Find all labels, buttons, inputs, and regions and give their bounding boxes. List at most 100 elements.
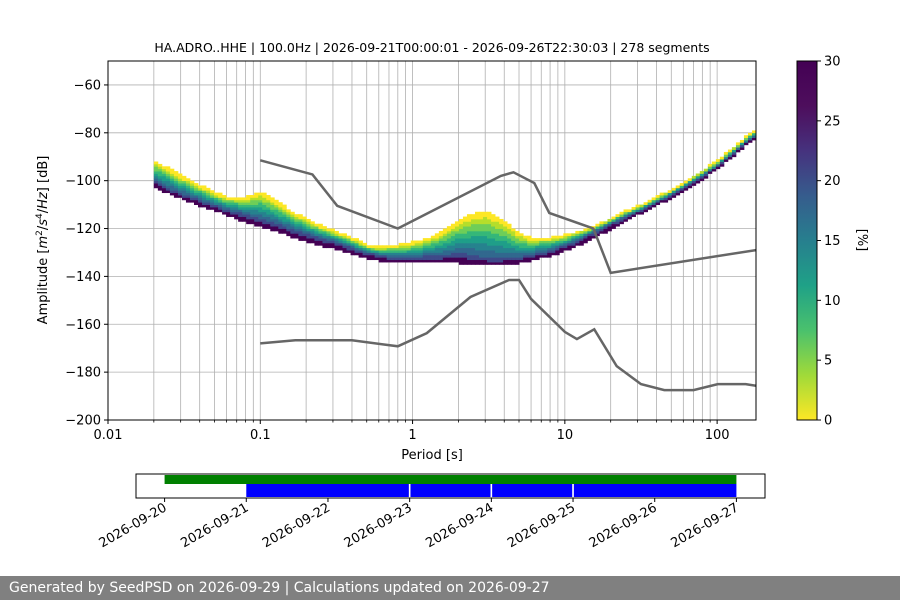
psd-heatmap-cell	[262, 197, 267, 201]
psd-heatmap-cell	[466, 257, 472, 261]
psd-heatmap-cell	[599, 223, 604, 227]
psd-heatmap-cell	[298, 223, 303, 227]
psd-heatmap-cell	[743, 139, 749, 143]
psd-heatmap-cell	[499, 250, 504, 253]
psd-heatmap-cell	[210, 192, 215, 196]
psd-heatmap-cell	[442, 252, 448, 256]
psd-heatmap-cell	[322, 228, 327, 232]
psd-heatmap-cell	[193, 190, 199, 194]
psd-heatmap-cell	[214, 195, 219, 198]
psd-heatmap-cell	[527, 257, 532, 261]
psd-heatmap-cell	[474, 223, 480, 227]
psd-heatmap-cell	[326, 233, 331, 237]
timeline-data-segment	[410, 484, 491, 497]
psd-heatmap-cell	[446, 257, 452, 261]
psd-heatmap-cell	[434, 250, 440, 253]
psd-heatmap-cell	[615, 214, 620, 217]
psd-heatmap-cell	[511, 262, 516, 265]
psd-heatmap-cell	[527, 259, 532, 263]
psd-heatmap-cell	[699, 171, 705, 174]
psd-heatmap-cell	[342, 250, 347, 253]
psd-heatmap-cell	[559, 245, 564, 249]
psd-heatmap-cell	[338, 247, 343, 251]
psd-heatmap-cell	[563, 235, 568, 239]
psd-heatmap-cell	[198, 199, 203, 203]
psd-heatmap-cell	[418, 242, 424, 246]
psd-heatmap-cell	[527, 235, 532, 239]
psd-heatmap-cell	[462, 254, 468, 258]
psd-heatmap-cell	[491, 257, 496, 261]
psd-heatmap-cell	[607, 223, 612, 227]
psd-heatmap-cell	[430, 247, 436, 251]
psd-heatmap-cell	[410, 240, 416, 244]
psd-heatmap-cell	[442, 230, 448, 234]
psd-heatmap-cell	[446, 230, 452, 234]
psd-heatmap-cell	[434, 238, 440, 241]
psd-heatmap-cell	[466, 226, 472, 229]
psd-heatmap-cell	[531, 242, 536, 246]
psd-heatmap-cell	[635, 206, 640, 210]
psd-heatmap-cell	[466, 250, 472, 253]
psd-heatmap-cell	[474, 226, 480, 229]
psd-heatmap-cell	[266, 195, 271, 198]
psd-heatmap-cell	[290, 221, 295, 225]
psd-heatmap-cell	[567, 235, 572, 239]
psd-heatmap-cell	[539, 240, 544, 244]
psd-heatmap-cell	[418, 252, 424, 256]
psd-heatmap-cell	[334, 240, 339, 244]
psd-heatmap-cell	[466, 252, 472, 256]
psd-heatmap-cell	[157, 175, 163, 179]
psd-heatmap-cell	[402, 254, 408, 258]
psd-heatmap-cell	[398, 245, 404, 249]
psd-heatmap-cell	[474, 238, 480, 241]
psd-heatmap-cell	[346, 240, 351, 244]
psd-heatmap-cell	[515, 230, 520, 234]
psd-heatmap-cell	[507, 245, 512, 249]
psd-heatmap-cell	[242, 214, 247, 217]
psd-heatmap-cell	[671, 192, 677, 196]
psd-heatmap-cell	[462, 252, 468, 256]
psd-heatmap-cell	[238, 206, 243, 210]
psd-heatmap-cell	[483, 221, 488, 225]
psd-heatmap-cell	[487, 254, 492, 258]
psd-heatmap-cell	[515, 242, 520, 246]
psd-heatmap-cell	[495, 254, 500, 258]
psd-heatmap-cell	[185, 199, 191, 203]
psd-heatmap-cell	[181, 197, 187, 201]
psd-heatmap-cell	[202, 204, 207, 208]
psd-heatmap-cell	[157, 163, 163, 167]
psd-heatmap-cell	[691, 178, 697, 182]
psd-heatmap-cell	[462, 230, 468, 234]
psd-heatmap-cell	[157, 185, 163, 189]
psd-heatmap-cell	[462, 250, 468, 253]
psd-heatmap-cell	[511, 228, 516, 232]
psd-heatmap-cell	[358, 242, 363, 246]
psd-heatmap-cell	[266, 204, 271, 208]
psd-heatmap-cell	[470, 242, 476, 246]
psd-heatmap-cell	[181, 175, 187, 179]
psd-heatmap-cell	[418, 240, 424, 244]
psd-heatmap-cell	[406, 257, 412, 261]
psd-heatmap-cell	[507, 254, 512, 258]
timeline-data-segment	[246, 484, 409, 497]
psd-heatmap-cell	[491, 245, 496, 249]
psd-heatmap-cell	[342, 235, 347, 239]
psd-heatmap-cell	[342, 233, 347, 237]
psd-heatmap-cell	[446, 233, 452, 237]
psd-heatmap-cell	[591, 233, 596, 237]
y-tick-label: −100	[65, 174, 101, 189]
psd-heatmap-cell	[487, 230, 492, 234]
psd-heatmap-cell	[563, 242, 568, 246]
psd-heatmap-cell	[246, 221, 251, 225]
psd-heatmap-cell	[687, 180, 693, 184]
psd-heatmap-cell	[254, 216, 259, 220]
psd-heatmap-cell	[458, 233, 464, 237]
psd-heatmap-cell	[495, 242, 500, 246]
psd-heatmap-cell	[310, 230, 315, 234]
psd-heatmap-cell	[330, 242, 335, 246]
y-tick-label: −120	[65, 222, 101, 237]
psd-heatmap-cell	[246, 206, 251, 210]
psd-heatmap-cell	[551, 245, 556, 249]
psd-heatmap-cell	[262, 226, 267, 229]
psd-heatmap-cell	[479, 228, 484, 232]
